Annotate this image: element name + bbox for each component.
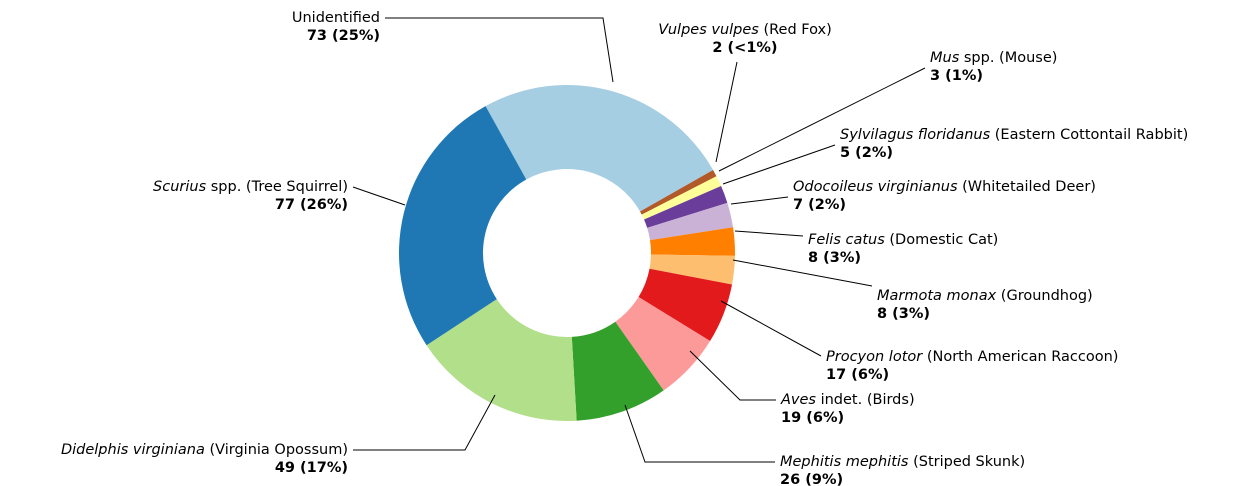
leader-line [730,196,789,205]
label-text: (North American Raccoon) [922,349,1118,365]
value-label: 26 (9%) [780,472,843,486]
label-text: indet. (Birds) [816,392,915,408]
label-text: spp. (Tree Squirrel) [206,179,348,195]
leader-line [385,17,614,83]
wedge [615,297,711,391]
wedge [649,254,735,285]
leader-line [734,230,804,237]
wedge [650,227,735,256]
leader-line [352,186,406,206]
slice-label: Aves indet. (Birds) [780,392,915,408]
leader-line [624,404,775,463]
label-italic: Marmota monax [877,288,997,304]
slice-label: Sylvilagus floridanus (Eastern Cottontai… [840,127,1188,143]
leader-line [732,259,873,287]
label-italic: Odocoileus virginianus [793,179,958,195]
wedge [647,202,734,241]
label-italic: Aves [780,392,816,408]
label-text: (Domestic Cat) [885,232,999,248]
wedge [485,84,714,212]
label-italic: Vulpes vulpes [658,22,759,38]
wedge [644,186,728,228]
wedge [640,169,717,215]
value-label: 7 (2%) [793,197,846,213]
value-label: 17 (6%) [826,367,889,383]
leader-line [718,67,926,172]
label-text: Unidentified [292,10,380,26]
value-label: 8 (3%) [877,306,930,322]
value-label: 2 (<1%) [712,40,777,56]
leader-line [689,350,776,401]
label-italic: Sylvilagus floridanus [840,127,991,143]
label-italic: Mephitis mephitis [780,454,909,470]
value-label: 49 (17%) [275,460,348,476]
leader-line [353,394,496,451]
value-label: 3 (1%) [930,68,983,84]
value-label: 19 (6%) [781,410,844,426]
label-italic: Mus [930,50,960,66]
slice-label: Vulpes vulpes (Red Fox) [658,22,832,38]
slice-label: Mus spp. (Mouse) [930,50,1057,66]
wedge [638,268,733,342]
slice-label: Unidentified [292,10,380,26]
leader-line [720,300,822,357]
label-text: (Whitetailed Deer) [958,179,1096,195]
wedge [399,106,527,346]
leader-line [715,61,738,163]
slice-label: Felis catus (Domestic Cat) [808,232,998,248]
label-italic: Procyon lotor [826,349,923,365]
label-italic: Didelphis virginiana [61,442,205,458]
slice-label: Procyon lotor (North American Raccoon) [826,349,1118,365]
slice-label: Odocoileus virginianus (Whitetailed Deer… [793,179,1096,195]
label-text: (Virginia Opossum) [205,442,348,458]
leader-line [722,144,836,185]
value-label: 77 (26%) [275,197,348,213]
label-text: (Striped Skunk) [908,454,1025,470]
wedge [426,299,577,421]
label-text: (Groundhog) [996,288,1093,304]
wedge [641,176,722,220]
slice-label: Scurius spp. (Tree Squirrel) [153,179,348,195]
slice-label: Didelphis virginiana (Virginia Opossum) [61,442,348,458]
slice-label: Marmota monax (Groundhog) [877,288,1093,304]
value-label: 8 (3%) [808,250,861,266]
label-text: (Eastern Cottontail Rabbit) [990,127,1188,143]
label-italic: Felis catus [808,232,885,248]
label-text: (Red Fox) [759,22,832,38]
label-italic: Scurius [153,179,207,195]
label-text: spp. (Mouse) [959,50,1057,66]
wedge [571,321,664,421]
value-label: 73 (25%) [307,28,380,44]
value-label: 5 (2%) [840,145,893,161]
slice-label: Mephitis mephitis (Striped Skunk) [780,454,1025,470]
